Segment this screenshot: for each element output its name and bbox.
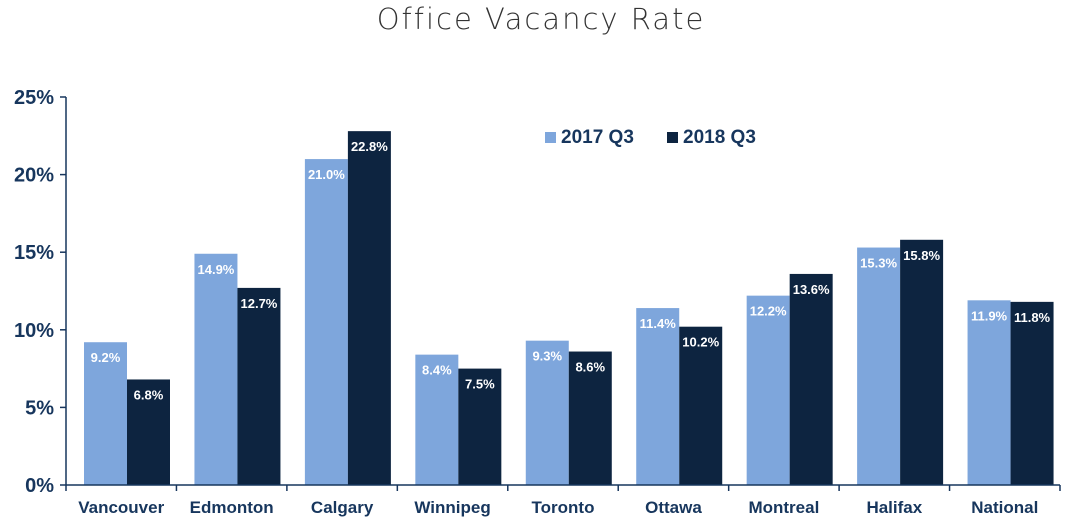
x-tick-label-vancouver: Vancouver	[78, 498, 164, 517]
data-label-2017-ottawa: 11.4%	[640, 316, 677, 331]
axes-layer: Vancouver Edmonton Calgary Winnipeg Toronto O…	[14, 87, 1061, 517]
bar-2018-vancouver	[127, 379, 170, 485]
bar-2017-montreal	[746, 295, 790, 485]
data-labels-layer: 9.2% 6.8% 14.9% 12.7% 21.0% 22.8% 8.4% 7.5% 9.3%…	[91, 139, 1051, 402]
data-label-2018-toronto: 8.6%	[575, 360, 605, 375]
bar-2017-winnipeg	[415, 354, 459, 485]
x-tick-label-ottawa: Ottawa	[645, 498, 702, 517]
legend-swatch-2017	[545, 132, 556, 143]
bar-2018-national	[1010, 301, 1054, 485]
data-label-2018-winnipeg: 7.5%	[465, 377, 495, 392]
y-tick-label: 0%	[25, 475, 54, 497]
y-tick-label: 10%	[14, 320, 54, 342]
data-label-2018-halifax: 15.8%	[903, 248, 940, 263]
chart-title: Office Vacancy Rate	[377, 2, 706, 36]
legend-label-2017: 2017 Q3	[561, 127, 634, 148]
data-label-2017-national: 11.9%	[971, 308, 1008, 323]
data-label-2018-montreal: 13.6%	[793, 282, 830, 297]
bar-2018-edmonton	[237, 287, 281, 485]
bar-2018-winnipeg	[458, 368, 502, 485]
x-tick-label-national: National	[971, 498, 1038, 517]
data-label-2018-vancouver: 6.8%	[134, 387, 164, 402]
bar-2017-ottawa	[636, 308, 680, 485]
data-label-2017-edmonton: 14.9%	[198, 262, 235, 277]
y-tick-label: 5%	[25, 397, 54, 419]
x-tick-label-winnipeg: Winnipeg	[414, 498, 490, 517]
data-label-2018-national: 11.8%	[1014, 310, 1051, 325]
bar-2017-vancouver	[84, 342, 127, 485]
bars-layer	[84, 131, 1054, 486]
data-label-2017-montreal: 12.2%	[750, 304, 787, 319]
bar-2018-halifax	[900, 239, 944, 485]
data-label-2018-ottawa: 10.2%	[682, 335, 719, 350]
y-tick-label: 20%	[14, 165, 54, 187]
bar-2018-toronto	[568, 351, 612, 485]
bar-2018-montreal	[789, 273, 833, 485]
data-label-2017-toronto: 9.3%	[532, 349, 562, 364]
x-tick-label-montreal: Montreal	[748, 498, 819, 517]
legend-label-2018: 2018 Q3	[683, 127, 756, 148]
x-tick-label-toronto: Toronto	[532, 498, 595, 517]
data-label-2017-winnipeg: 8.4%	[422, 363, 452, 378]
legend: 2017 Q3 2018 Q3	[545, 127, 756, 148]
data-label-2017-calgary: 21.0%	[308, 167, 345, 182]
x-tick-label-halifax: Halifax	[866, 498, 922, 517]
bar-2017-edmonton	[194, 253, 238, 485]
x-tick-label-calgary: Calgary	[311, 498, 374, 517]
bar-2018-calgary	[347, 131, 391, 486]
data-label-2018-calgary: 22.8%	[351, 139, 388, 154]
data-label-2017-vancouver: 9.2%	[91, 350, 121, 365]
y-tick-label: 15%	[14, 242, 54, 264]
bar-2017-national	[967, 300, 1011, 485]
bar-2017-halifax	[857, 247, 901, 485]
data-label-2018-edmonton: 12.7%	[241, 296, 278, 311]
bar-2018-ottawa	[679, 326, 723, 485]
bar-2017-toronto	[525, 340, 569, 485]
legend-swatch-2018	[667, 132, 678, 143]
data-label-2017-halifax: 15.3%	[860, 256, 897, 271]
x-tick-label-edmonton: Edmonton	[190, 498, 274, 517]
y-tick-label: 25%	[14, 87, 54, 109]
bar-2017-calgary	[304, 159, 348, 485]
